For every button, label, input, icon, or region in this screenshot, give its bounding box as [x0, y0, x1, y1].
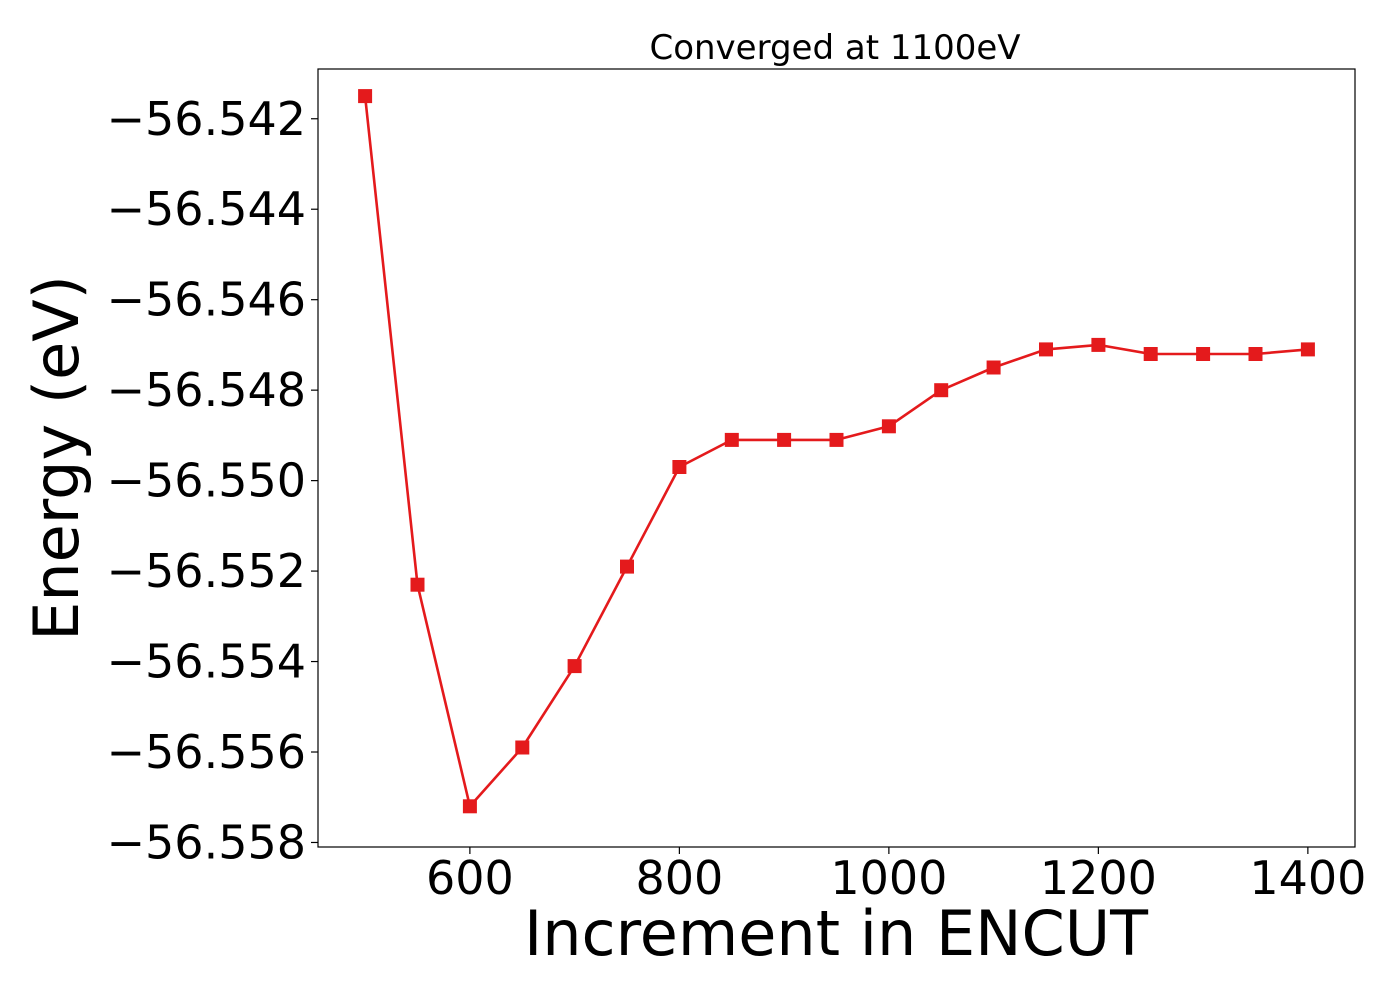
y-tick-label: −56.558 — [107, 815, 307, 869]
y-tick-label: −56.556 — [107, 725, 307, 779]
x-axis-label: Increment in ENCUT — [524, 897, 1149, 970]
y-tick-label: −56.552 — [107, 544, 307, 598]
chart-title: Converged at 1100eV — [649, 28, 1020, 68]
x-axis-ticks: 600 800 1000 1200 1400 — [426, 847, 1366, 905]
y-tick-label: −56.546 — [107, 273, 307, 327]
x-tick-label: 600 — [426, 851, 514, 905]
data-point — [1300, 342, 1315, 357]
y-tick-label: −56.544 — [107, 182, 307, 236]
plot-frame — [317, 68, 1356, 848]
data-point — [777, 432, 792, 447]
data-point — [829, 432, 844, 447]
data-point — [410, 577, 425, 592]
data-point — [358, 89, 373, 104]
plot-area — [317, 68, 1356, 848]
data-point — [1196, 347, 1211, 361]
data-point — [724, 432, 739, 447]
data-point — [567, 659, 582, 674]
y-tick-label: −56.554 — [107, 635, 307, 689]
x-tick-label: 800 — [635, 851, 723, 905]
data-point — [1248, 347, 1263, 361]
data-point — [672, 460, 687, 474]
data-point — [462, 799, 477, 814]
data-point — [620, 559, 634, 574]
series-layer — [358, 89, 1315, 814]
x-tick-label: 1400 — [1249, 851, 1366, 905]
x-tick-label: 1200 — [1040, 851, 1157, 905]
data-point — [1091, 337, 1106, 352]
y-tick-label: −56.548 — [107, 363, 307, 417]
y-axis-label: Energy (eV) — [20, 275, 93, 641]
data-point — [986, 360, 1001, 375]
y-tick-label: −56.550 — [107, 454, 307, 508]
y-axis-ticks: −56.542 −56.544 −56.546 −56.548 −56.550 −56.5… — [107, 92, 318, 869]
y-tick-label: −56.542 — [107, 92, 307, 146]
data-point — [934, 383, 949, 398]
data-point — [1039, 342, 1053, 357]
x-tick-label: 1000 — [830, 851, 947, 905]
data-point — [515, 740, 530, 755]
data-point — [881, 419, 896, 434]
data-point — [1143, 347, 1158, 361]
